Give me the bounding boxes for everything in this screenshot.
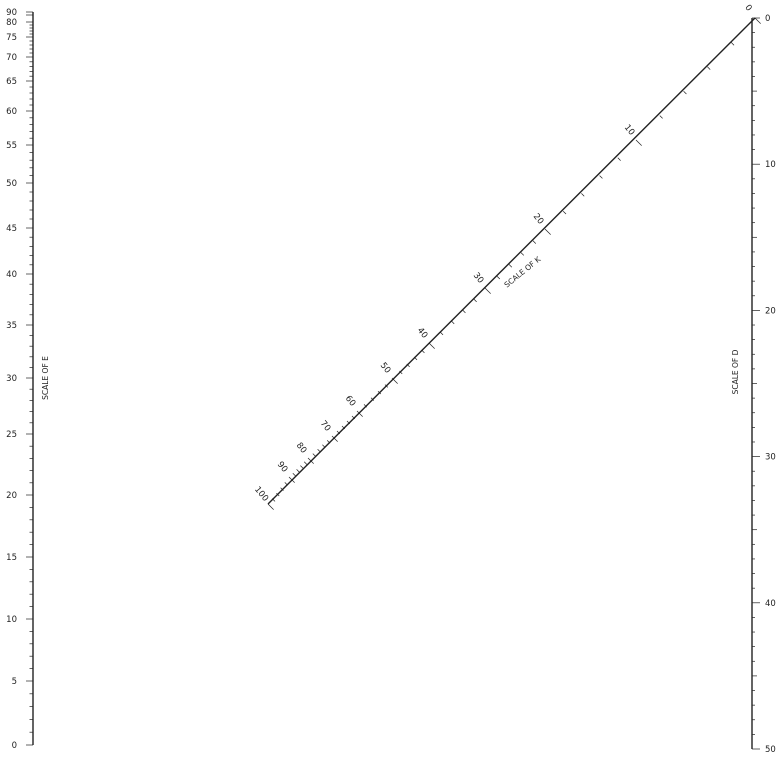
scale-k-axis: 0 10 20 30 40 50 60 70 80 90 100 SCALE OF K [252, 3, 761, 510]
scale-d-label: 10 [765, 160, 776, 170]
scale-k-tick [428, 342, 435, 349]
scale-k-tick [307, 457, 314, 464]
scale-k-tick [413, 356, 418, 361]
scale-k-tick [508, 264, 513, 268]
scale-k-tick [326, 440, 331, 444]
scale-e-label: 45 [6, 224, 17, 234]
scale-d-label: 30 [765, 453, 776, 463]
scale-k-tick [292, 472, 296, 477]
scale-k-tick [303, 461, 308, 465]
scale-k-tick [581, 193, 585, 197]
scale-d-label: 0 [765, 14, 770, 24]
scale-d-label: 40 [765, 599, 776, 609]
scale-k-tick [599, 175, 603, 179]
scale-k-tick [683, 90, 687, 95]
scale-k-tick [754, 17, 761, 24]
scale-e-label: 10 [6, 615, 17, 625]
scale-k-tick [356, 410, 363, 417]
scale-k-label: 80 [294, 441, 309, 456]
scale-k-label: 20 [531, 212, 546, 227]
scale-k-tick [532, 240, 537, 244]
scale-e-title: SCALE OF E [41, 356, 50, 400]
scale-k-tick [384, 384, 389, 388]
scale-k-tick [351, 415, 356, 420]
scale-k-tick [331, 435, 338, 442]
scale-e-label: 40 [6, 270, 17, 280]
scale-e-label: 65 [6, 77, 17, 87]
scale-e-label: 20 [6, 491, 17, 501]
scale-k-tick [377, 390, 382, 395]
scale-k-label: 0 [742, 3, 753, 14]
scale-d-label: 50 [765, 745, 776, 755]
scale-k-tick [451, 320, 455, 325]
scale-k-tick [496, 275, 501, 280]
scale-e-label: 35 [6, 321, 17, 331]
scale-k-tick [544, 228, 551, 235]
scale-k-tick [617, 157, 621, 161]
scale-e-label: 80 [6, 18, 17, 28]
scale-k-tick [370, 397, 375, 401]
scale-k-tick [462, 309, 466, 314]
scale-k-tick [707, 66, 711, 70]
scale-e-label: 5 [12, 677, 17, 687]
scale-d-axis: 0 10 20 30 40 50 SCALE OF D [731, 14, 776, 755]
scale-k-tick [271, 498, 276, 502]
scale-k-tick [267, 503, 274, 510]
scale-e-label: 70 [6, 53, 17, 63]
scale-k-tick [439, 331, 444, 336]
scale-k-label: 60 [343, 394, 358, 409]
scale-k-tick [363, 404, 368, 408]
scale-k-label: 30 [471, 271, 486, 286]
scale-k-line [267, 17, 756, 505]
scale-k-tick [296, 469, 300, 473]
scale-k-tick [399, 370, 403, 375]
scale-e-label: 60 [6, 107, 17, 117]
scale-k-tick [322, 444, 326, 448]
scale-d-title: SCALE OF D [731, 349, 740, 394]
scale-k-tick [562, 210, 567, 215]
scale-k-tick [421, 349, 425, 354]
scale-k-title: SCALE OF K [503, 254, 544, 289]
scale-k-tick [312, 453, 316, 457]
scale-k-tick [288, 476, 295, 483]
scale-k-tick [300, 465, 304, 469]
scale-e-label: 15 [6, 553, 17, 563]
scale-k-tick [484, 287, 491, 294]
scale-k-tick [473, 298, 477, 303]
scale-k-tick [280, 487, 284, 491]
scale-d-label: 20 [765, 306, 776, 316]
scale-e-label: 55 [6, 141, 17, 151]
scale-k-tick [520, 252, 525, 256]
scale-e-label: 50 [6, 179, 17, 189]
scale-k-label: 40 [415, 326, 430, 341]
scale-k-tick [730, 42, 735, 46]
scale-e-label: 25 [6, 430, 17, 440]
scale-k-tick [406, 363, 410, 368]
scale-e-label: 30 [6, 374, 17, 384]
scale-k-tick [276, 492, 280, 497]
scale-k-tick [284, 482, 288, 486]
scale-k-tick [635, 139, 642, 146]
scale-k-tick [391, 377, 398, 384]
scale-k-tick [336, 430, 341, 435]
scale-k-tick [659, 115, 663, 119]
scale-k-tick [317, 448, 321, 453]
scale-e-label: 90 [6, 8, 17, 18]
scale-e-label: 0 [12, 741, 17, 751]
scale-e-label: 75 [6, 33, 17, 43]
scale-k-tick [346, 420, 351, 425]
scale-k-tick [341, 425, 346, 430]
scale-k-label: 10 [622, 123, 637, 138]
scale-k-label: 90 [275, 460, 290, 475]
scale-k-label: 50 [378, 361, 393, 376]
scale-k-label: 70 [318, 419, 333, 434]
scale-k-label: 100 [252, 485, 270, 504]
